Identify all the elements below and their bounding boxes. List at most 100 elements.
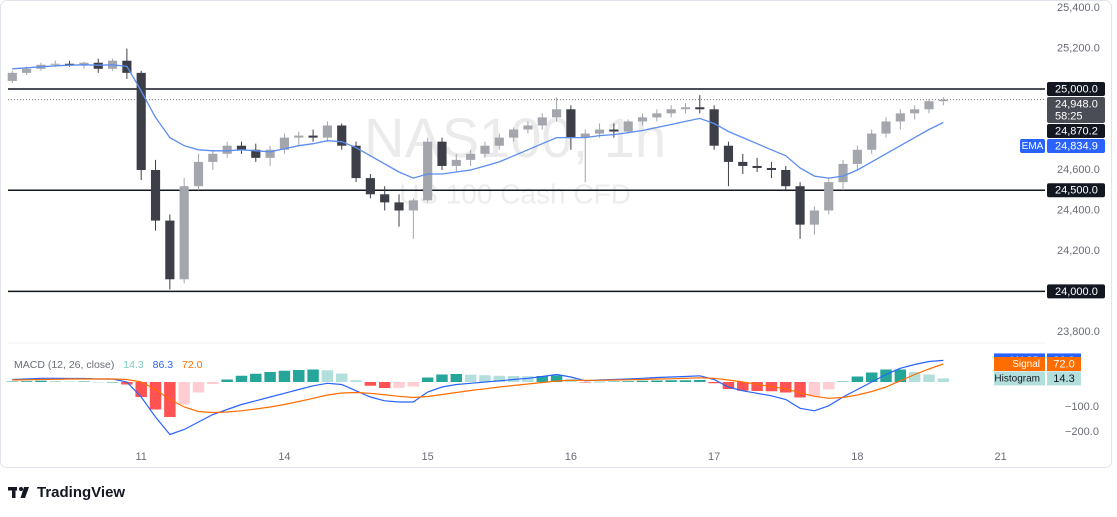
histogram-bar [63, 381, 76, 382]
signal-tag-label: 72.0 [1053, 358, 1074, 370]
logo-part [12, 487, 16, 498]
histogram-bar [550, 375, 563, 382]
candle-body [351, 145, 361, 179]
candle-body [236, 145, 247, 150]
histogram-name-tag [994, 371, 1045, 386]
candle-body [852, 149, 862, 164]
candle-body [723, 145, 734, 162]
histogram-bar [6, 381, 19, 382]
signal-name: Signal [1012, 359, 1040, 370]
candle-body [867, 133, 877, 150]
histogram-bar [178, 382, 190, 405]
histogram-bar [880, 369, 892, 382]
histogram-bar [694, 380, 706, 382]
candle-body [222, 145, 232, 154]
histogram-bar [479, 375, 491, 382]
histogram-tag [1047, 371, 1081, 386]
histogram-bar [751, 382, 763, 391]
histogram-bar [851, 376, 864, 382]
candle-body [466, 153, 476, 160]
macd-line [12, 359, 944, 436]
histogram-bar [250, 373, 262, 382]
histogram-bar [536, 376, 548, 382]
candle-body [910, 109, 920, 114]
histogram-bar [393, 382, 405, 388]
price-tag [1047, 97, 1105, 124]
candle-body [537, 117, 547, 126]
y-tick-label: 25,200.0 [1057, 42, 1100, 54]
x-tick-label: 17 [708, 451, 720, 463]
candle-body [480, 145, 490, 154]
histogram-bar [92, 382, 104, 383]
brand-name: TradingView [37, 484, 125, 501]
candle-body [609, 129, 619, 132]
histogram-bar [679, 380, 692, 382]
candle-body [251, 149, 261, 158]
candle-body [294, 135, 304, 138]
macd-tick-label: −200.0 [1065, 426, 1099, 438]
candle-body [179, 186, 189, 280]
histogram-bar [593, 381, 606, 383]
histogram-bar [450, 374, 463, 382]
histogram-bar [493, 375, 506, 382]
candle-body [22, 68, 32, 73]
histogram-bar [923, 374, 935, 382]
candle-body [279, 137, 290, 150]
y-tick-label: 24,600.0 [1057, 164, 1100, 176]
histogram-bar [121, 382, 133, 385]
signal-line [12, 363, 944, 414]
candle-body [193, 161, 204, 187]
watermark-subtitle: US 100 Cash CFD [399, 178, 631, 209]
histogram-bar [278, 370, 291, 382]
x-tick-label: 14 [278, 451, 290, 463]
candle-body [7, 72, 17, 81]
logo-part [19, 487, 23, 491]
macd-legend: MACD (12, 26, close) 14.3 86.3 72.0 [14, 359, 203, 371]
histogram-bar [293, 370, 305, 382]
histogram-bar [78, 381, 90, 382]
price-tag-label: 25,000.0 [1055, 83, 1098, 95]
candle-body [838, 163, 848, 183]
histogram-value: 14.3 [123, 359, 144, 371]
price-tag-label: 24,000.0 [1055, 286, 1098, 298]
candle-body [208, 153, 218, 162]
candle-body [566, 109, 576, 138]
price-tag [1047, 82, 1105, 97]
histogram-bar [421, 377, 434, 382]
candle-body [308, 135, 318, 138]
histogram-bar [636, 380, 649, 382]
series-name-label: EMA [1022, 141, 1044, 152]
x-tick-label: 16 [565, 451, 577, 463]
x-tick-label: 21 [994, 451, 1006, 463]
histogram-bar [35, 380, 47, 382]
candle-body [380, 194, 390, 203]
histogram-bar [106, 382, 119, 383]
logo-part [20, 487, 29, 498]
histogram-bar [937, 378, 950, 382]
histogram-bar [307, 369, 319, 382]
candle-body [766, 167, 777, 170]
histogram-bar [651, 380, 663, 382]
x-tick-label: 11 [135, 451, 146, 463]
x-tick-label: 15 [422, 451, 434, 463]
candle-body [551, 109, 562, 118]
candle-body [924, 101, 934, 110]
price-tag-label: 24,834.9 [1055, 140, 1098, 152]
histogram-bar [837, 381, 849, 382]
candle-body [623, 121, 633, 132]
histogram-name: Histogram [994, 374, 1040, 385]
histogram-bar [336, 373, 348, 382]
histogram-bar [822, 382, 835, 390]
x-tick-label: 18 [851, 451, 863, 463]
chart-frame [0, 0, 1112, 468]
candle-body [795, 186, 805, 225]
candle-body [322, 125, 332, 138]
candle-body [394, 202, 404, 211]
candle-body [580, 133, 590, 138]
histogram-bar [49, 381, 61, 382]
histogram-bar [321, 370, 334, 382]
histogram-bar [149, 382, 162, 410]
candle-body [50, 63, 60, 65]
candle-body [738, 161, 748, 166]
